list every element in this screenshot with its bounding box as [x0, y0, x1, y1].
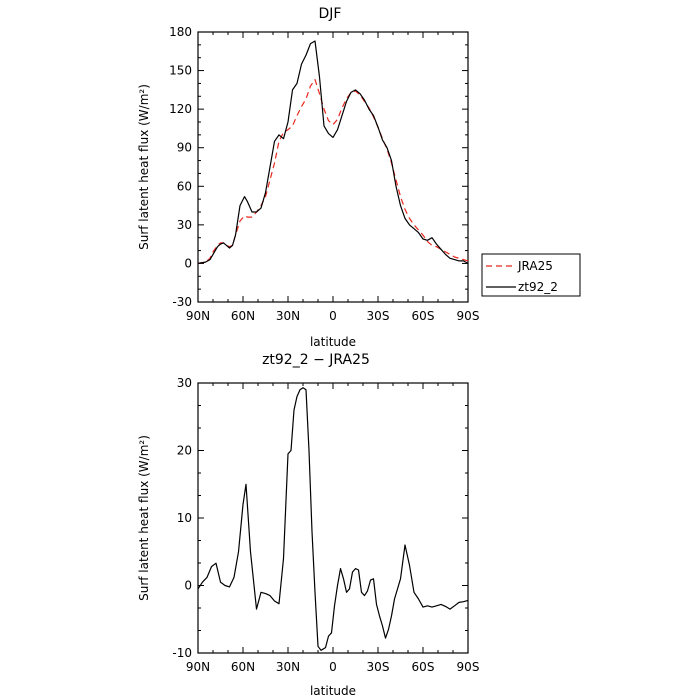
x-tick-label: 60S — [412, 660, 435, 674]
y-tick-label: -10 — [172, 646, 192, 660]
y-tick-label: 180 — [169, 25, 192, 39]
y-tick-label: 90 — [177, 141, 192, 155]
chart-title: zt92_2 − JRA25 — [262, 352, 370, 368]
x-tick-label: 90S — [457, 309, 480, 323]
y-tick-labels: -10 0 10 20 30 — [172, 376, 192, 660]
chart-title: DJF — [319, 6, 342, 22]
x-tick-label: 30S — [367, 309, 390, 323]
series-lines — [197, 40, 469, 264]
x-tick-label: 90S — [457, 660, 480, 674]
legend-label-zt92: zt92_2 — [518, 280, 558, 294]
series-line-jra25 — [197, 78, 469, 264]
x-tick-label: 30N — [276, 660, 300, 674]
x-tick-labels: 90N 60N 30N 0 30S 60S 90S — [186, 660, 480, 674]
y-tick-label: 20 — [177, 444, 192, 458]
series-line-zt92_2 — [197, 40, 469, 264]
axis-ticks — [197, 382, 469, 654]
y-tick-label: 0 — [184, 579, 192, 593]
axis-ticks — [197, 31, 469, 303]
x-tick-label: 90N — [186, 309, 210, 323]
y-axis-label: Surf latent heat flux (W/m²) — [137, 84, 151, 250]
x-tick-label: 60N — [231, 309, 255, 323]
y-tick-label: 60 — [177, 179, 192, 193]
x-tick-label: 30N — [276, 309, 300, 323]
x-tick-label: 60S — [412, 309, 435, 323]
x-tick-label: 60N — [231, 660, 255, 674]
y-tick-label: 10 — [177, 511, 192, 525]
y-tick-label: -30 — [172, 295, 192, 309]
y-tick-label: 30 — [177, 218, 192, 232]
legend: JRA25 zt92_2 — [481, 253, 581, 297]
legend-box — [481, 253, 581, 297]
series-lines — [197, 387, 469, 651]
x-tick-label: 30S — [367, 660, 390, 674]
y-tick-label: 150 — [169, 64, 192, 78]
y-tick-label: 0 — [184, 256, 192, 270]
x-tick-label: 0 — [329, 660, 337, 674]
panel-djf: DJF 90N 60N 30N 0 30S 60S 90S -30 0 30 60 90 120 150… — [137, 6, 581, 349]
panel-difference: zt92_2 − JRA25 90N 60N 30N 0 30S 60S 90S -10 0 1… — [137, 352, 479, 698]
plot-frame — [197, 31, 469, 303]
legend-label-jra25: JRA25 — [517, 259, 553, 273]
y-tick-label: 30 — [177, 376, 192, 390]
y-tick-labels: -30 0 30 60 90 120 150 180 — [169, 25, 192, 309]
y-tick-label: 120 — [169, 102, 192, 116]
x-axis-label: latitude — [310, 335, 356, 349]
series-line-difference — [197, 387, 469, 651]
y-axis-label: Surf latent heat flux (W/m²) — [137, 435, 151, 601]
x-tick-labels: 90N 60N 30N 0 30S 60S 90S — [186, 309, 480, 323]
x-tick-label: 90N — [186, 660, 210, 674]
plot-frame — [197, 382, 469, 654]
x-axis-label: latitude — [310, 684, 356, 698]
x-tick-label: 0 — [329, 309, 337, 323]
